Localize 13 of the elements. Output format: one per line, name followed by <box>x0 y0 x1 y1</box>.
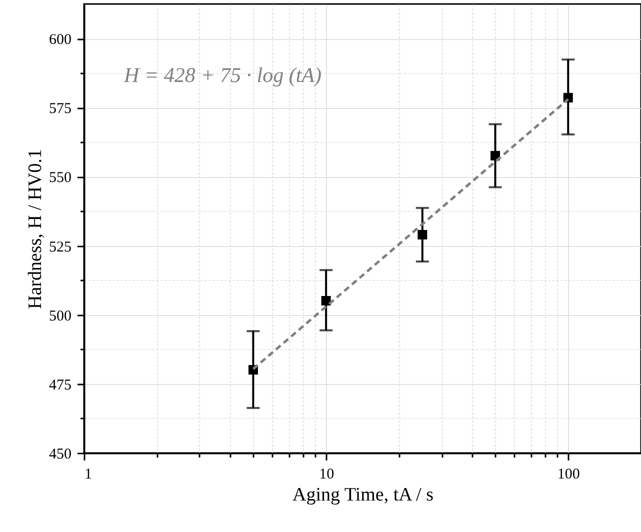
y-tick-label: 600 <box>49 32 72 48</box>
x-axis-title: Aging Time, tA / s <box>292 484 434 506</box>
y-tick-label: 575 <box>49 101 72 118</box>
x-tick-label: 10 <box>319 466 334 482</box>
y-tick-label: 525 <box>49 239 72 256</box>
y-axis-title: Hardness, H / HV0.1 <box>25 149 46 309</box>
y-tick-label: 550 <box>49 170 72 186</box>
y-tick-label: 450 <box>49 446 72 462</box>
x-tick-label: 1 <box>84 466 92 482</box>
y-tick-label: 475 <box>49 377 72 394</box>
x-tick-label: 100 <box>557 466 580 482</box>
annotation: H = 428 + 75 · log (tA) <box>123 63 322 87</box>
y-tick-label: 500 <box>49 308 72 324</box>
